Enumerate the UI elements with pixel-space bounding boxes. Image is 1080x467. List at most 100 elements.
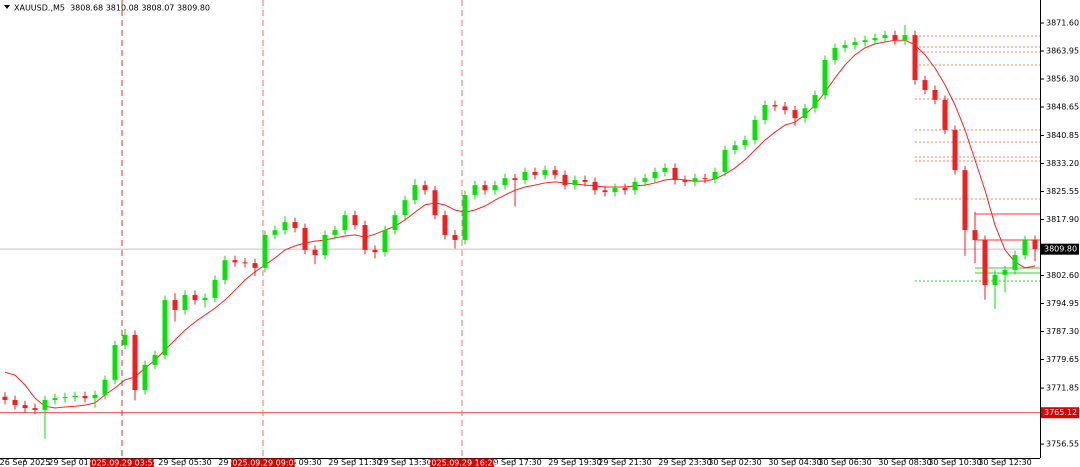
candle-body: [982, 240, 988, 286]
candle-body: [92, 394, 98, 399]
candle-body: [2, 396, 8, 400]
x-tick-label: 30 Sep 08:30: [878, 458, 931, 467]
candle-body: [652, 171, 658, 179]
x-tick-label: 29 Sep 23:30: [658, 458, 711, 467]
menu-triangle[interactable]: [4, 5, 10, 9]
event-label-box: [90, 458, 154, 467]
candle-body: [472, 185, 478, 196]
candle-body: [702, 178, 708, 180]
candle-body: [802, 108, 808, 119]
candle-body: [512, 178, 518, 181]
x-tick-label: 29 Sep 05:30: [158, 458, 211, 467]
x-tick-label: 29 Sep 01:30: [48, 458, 101, 467]
event-label-box: [430, 458, 494, 467]
y-tick-label: 3848.65: [1046, 102, 1079, 111]
event-label: 2025.09.29 03:55: [86, 458, 157, 467]
candle-body: [852, 42, 858, 45]
y-tick-label: 3825.55: [1046, 187, 1079, 196]
candle-body: [212, 279, 218, 298]
candle-body: [132, 334, 138, 391]
y-tick-label: 3802.60: [1046, 271, 1079, 280]
candle-body: [22, 405, 28, 409]
candle-body: [622, 188, 628, 191]
y-tick-label: 3756.55: [1046, 440, 1079, 449]
candle-body: [282, 222, 288, 231]
y-tick-label: 3840.85: [1046, 131, 1079, 140]
candle-body: [572, 180, 578, 186]
candle-body: [252, 263, 258, 268]
candle-body: [272, 230, 278, 235]
candle-body: [712, 171, 718, 179]
candle-body: [302, 227, 308, 250]
candle-body: [72, 395, 78, 398]
candle-body: [952, 129, 958, 171]
candle-body: [492, 185, 498, 191]
candle-body: [642, 178, 648, 182]
candle-body: [142, 364, 148, 391]
candle-body: [932, 89, 938, 100]
candle-body: [482, 185, 488, 191]
candle-body: [62, 397, 68, 399]
event-label-box: [231, 458, 295, 467]
x-tick-label: 30 Sep 06:30: [818, 458, 871, 467]
candle-body: [602, 190, 608, 193]
candle-body: [422, 185, 428, 191]
candle-body: [242, 262, 248, 264]
candle-body: [452, 234, 458, 241]
price-label-box: [1041, 243, 1079, 255]
candle-body: [682, 180, 688, 182]
candle-body: [872, 37, 878, 41]
x-tick-label: 30 Sep 04:30: [768, 458, 821, 467]
event-label: 2025.09.29 16:20: [426, 458, 497, 467]
candle-body: [412, 185, 418, 201]
x-tick-label: 30 Sep 02:30: [708, 458, 761, 467]
candle-body: [502, 178, 508, 186]
x-tick-label: 29 Sep 11:30: [328, 458, 381, 467]
candle-body: [522, 171, 528, 181]
candle-body: [362, 225, 368, 250]
y-tick-label: 3794.95: [1046, 299, 1079, 308]
candle-body: [662, 167, 668, 172]
candle-body: [262, 234, 268, 268]
candle-body: [192, 294, 198, 301]
candle-body: [862, 40, 868, 43]
y-tick-label: 3787.30: [1046, 327, 1079, 336]
candle-body: [772, 104, 778, 107]
candle-body: [332, 230, 338, 235]
candle-body: [992, 274, 998, 286]
candle-body: [442, 215, 448, 235]
candle-body: [342, 215, 348, 231]
candle-body: [672, 167, 678, 181]
candle-body: [742, 140, 748, 146]
candle-body: [182, 294, 188, 310]
y-tick-label: 3817.90: [1046, 215, 1079, 224]
price-label-box: [1041, 407, 1079, 419]
candle-body: [822, 59, 828, 96]
candle-body: [892, 35, 898, 41]
x-tick-label: 26 Sep 2025: [0, 458, 50, 467]
candle-body: [82, 395, 88, 399]
candle-body: [592, 181, 598, 191]
candle-body: [722, 149, 728, 172]
chart-title: XAUUSD.,M5 3808.68 3810.08 3808.07 3809.…: [14, 4, 210, 13]
price-label: 3765.12: [1044, 408, 1077, 417]
candle-body: [152, 354, 158, 365]
x-tick-label: 29 Sep 21:30: [598, 458, 651, 467]
y-tick-label: 3779.65: [1046, 355, 1079, 364]
candle-body: [902, 35, 908, 41]
candle-body: [52, 398, 58, 400]
candle-body: [942, 99, 948, 130]
candle-body: [392, 215, 398, 231]
candle-body: [1032, 240, 1038, 250]
candle-body: [1002, 270, 1008, 275]
x-tick-label: 30 Sep 10:30: [928, 458, 981, 467]
x-tick-label: 30 Sep 12:30: [978, 458, 1031, 467]
candle-body: [32, 408, 38, 410]
y-tick-label: 3833.20: [1046, 159, 1079, 168]
candle-body: [382, 230, 388, 253]
candle-body: [172, 300, 178, 310]
y-tick-label: 3856.30: [1046, 74, 1079, 83]
candle-body: [812, 95, 818, 109]
candle-body: [12, 399, 18, 406]
